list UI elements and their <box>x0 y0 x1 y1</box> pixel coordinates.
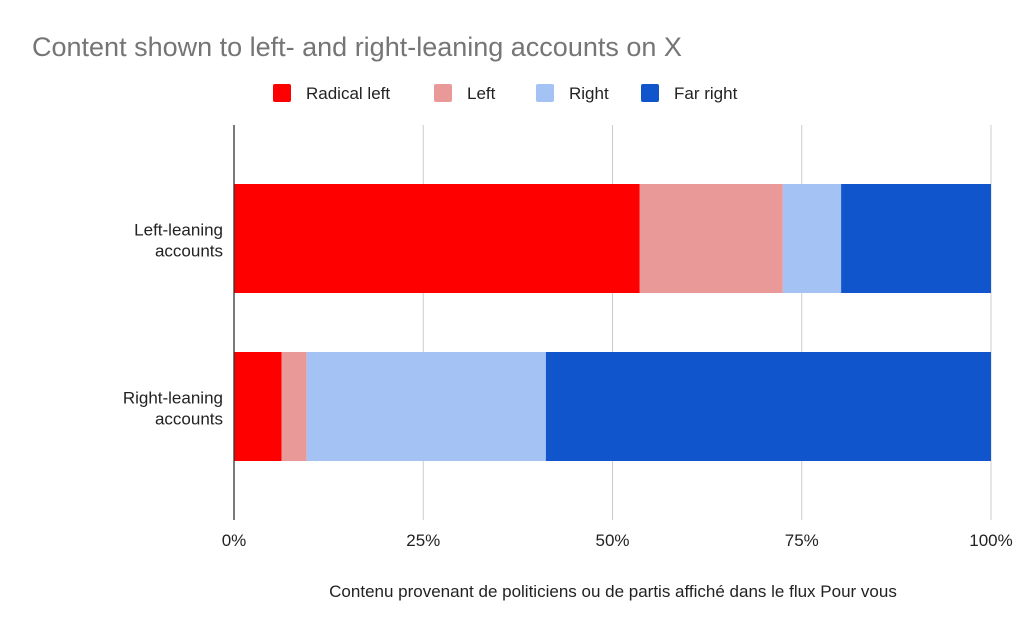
bar-radical-left <box>234 184 640 293</box>
bar-far-right <box>545 352 991 461</box>
chart-title: Content shown to left- and right-leaning… <box>32 32 682 62</box>
x-tick-label: 75% <box>785 531 819 550</box>
x-axis-label: Contenu provenant de politiciens ou de p… <box>329 582 897 601</box>
x-tick-label: 25% <box>406 531 440 550</box>
legend-swatch <box>273 84 291 102</box>
bar-radical-left <box>234 352 282 461</box>
legend-label: Far right <box>674 84 738 103</box>
legend-label: Radical left <box>306 84 390 103</box>
bar-left <box>281 352 307 461</box>
category-labels: Left-leaning accounts Right-leaning account… <box>123 221 223 429</box>
legend-swatch <box>434 84 452 102</box>
legend-swatch <box>536 84 554 102</box>
legend: Radical left Left Right Far right <box>273 84 738 103</box>
bar-left <box>639 184 783 293</box>
bar-far-right <box>841 184 991 293</box>
x-tick-label: 50% <box>595 531 629 550</box>
legend-swatch <box>641 84 659 102</box>
x-tick-label: 0% <box>222 531 247 550</box>
category-label: Right-leaning accounts <box>123 389 223 429</box>
bars <box>233 125 991 520</box>
legend-label: Right <box>569 84 609 103</box>
category-label: Left-leaning accounts <box>134 221 223 261</box>
x-tick-labels: 0% 25% 50% 75% 100% <box>222 531 1013 550</box>
x-tick-label: 100% <box>969 531 1012 550</box>
legend-label: Left <box>467 84 496 103</box>
bar-right <box>782 184 842 293</box>
bar-right <box>306 352 546 461</box>
